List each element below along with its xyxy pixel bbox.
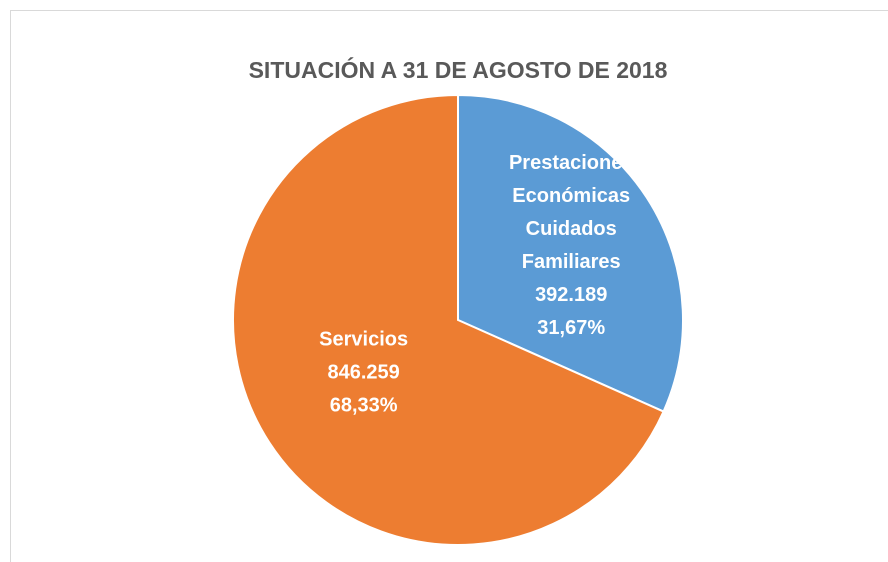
slice-name: Prestaciones Económicas Cuidados Familia… [508, 152, 634, 274]
pie-slice [457, 93, 684, 413]
chart-frame [10, 10, 888, 562]
slice-percent: 31,67% [537, 317, 606, 340]
slice-label: Servicios 846.259 68,33% [304, 324, 424, 423]
slice-value: 392.189 [535, 284, 608, 307]
slice-value: 846.259 [327, 361, 400, 384]
chart-title: SITUACIÓN A 31 DE AGOSTO DE 2018 [249, 56, 668, 83]
slice-label: Prestaciones Económicas Cuidados Familia… [496, 147, 646, 345]
slice-name: Servicios [319, 328, 409, 351]
pie-slice [232, 93, 665, 546]
slice-percent: 68,33% [329, 394, 398, 417]
